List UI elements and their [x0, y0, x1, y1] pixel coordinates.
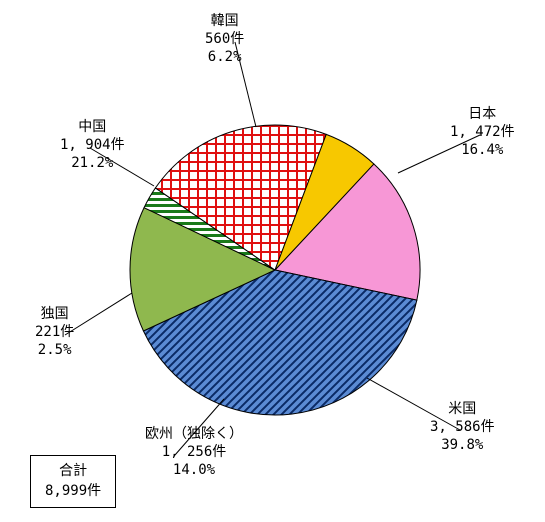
slice-label: 中国 1, 904件 21.2% — [60, 118, 125, 173]
slice-name: 韓国 — [211, 13, 239, 29]
slice-label: 日本 1, 472件 16.4% — [450, 105, 515, 160]
slice-count: 560件 — [205, 31, 244, 47]
leader-line — [65, 293, 132, 335]
slice-name: 欧州（独除く） — [145, 426, 243, 442]
slice-pct: 21.2% — [71, 155, 113, 171]
slice-pct: 14.0% — [173, 462, 215, 478]
slice-count: 221件 — [35, 324, 74, 340]
total-label: 合計 — [59, 463, 87, 479]
slice-pct: 6.2% — [208, 49, 242, 65]
slice-name: 中国 — [78, 119, 106, 135]
slice-pct: 16.4% — [461, 142, 503, 158]
slice-name: 日本 — [468, 106, 496, 122]
slice-label: 独国 221件 2.5% — [35, 305, 74, 360]
slice-count: 3, 586件 — [430, 419, 495, 435]
slice-label: 米国 3, 586件 39.8% — [430, 400, 495, 455]
slice-count: 1, 472件 — [450, 124, 515, 140]
slice-count: 1, 256件 — [162, 444, 227, 460]
total-box: 合計 8,999件 — [30, 455, 116, 508]
slice-label: 韓国 560件 6.2% — [205, 12, 244, 67]
slice-name: 米国 — [448, 401, 476, 417]
slice-pct: 39.8% — [441, 437, 483, 453]
slice-pct: 2.5% — [38, 342, 72, 358]
slice-name: 独国 — [41, 306, 69, 322]
total-value: 8,999件 — [45, 483, 101, 499]
slice-label: 欧州（独除く） 1, 256件 14.0% — [145, 425, 243, 480]
slice-count: 1, 904件 — [60, 137, 125, 153]
